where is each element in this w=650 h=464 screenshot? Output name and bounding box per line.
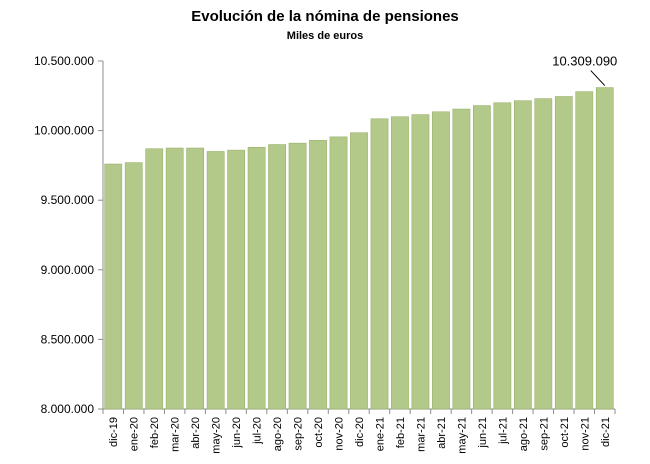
- chart-title: Evolución de la nómina de pensiones: [191, 8, 459, 25]
- bar-ene-20: [124, 162, 143, 410]
- x-axis-ticks: dic-19 ene-20 feb-20 mar-20 abr-20 may-20 jun-…: [102, 409, 616, 454]
- x-tick-label: oct-21: [559, 417, 571, 448]
- x-tick-label: ene-21: [374, 417, 386, 451]
- y-tick-label: 9.500.000: [41, 193, 95, 207]
- bar-jul-21: [493, 102, 512, 410]
- x-tick-label: jun-20: [231, 417, 243, 449]
- bar-mar-20: [165, 147, 184, 410]
- bar-sep-21: [534, 98, 553, 410]
- x-tick-label: may-20: [211, 417, 223, 454]
- bar-feb-21: [391, 116, 409, 410]
- x-tick-label: abr-21: [436, 417, 448, 449]
- y-tick-label: 9.000.000: [41, 263, 95, 277]
- annotation-leader-line: [590, 70, 606, 86]
- y-axis-ticks: 8.000.000 8.500.000 9.000.000 9.500.000 10.0…: [34, 54, 103, 416]
- bar-dic-20: [350, 132, 368, 410]
- bar-oct-21: [554, 96, 573, 410]
- x-tick-label: dic-19: [108, 417, 120, 447]
- bar-may-20: [206, 151, 225, 410]
- x-tick-label: mar-20: [170, 417, 182, 452]
- x-tick-label: dic-21: [600, 417, 612, 447]
- bar-ago-21: [513, 100, 532, 410]
- annotation-label: 10.309.090: [552, 54, 617, 69]
- x-tick-label: ago-20: [272, 417, 284, 451]
- bar-oct-20: [309, 140, 327, 410]
- x-tick-label: sep-20: [293, 417, 305, 451]
- x-tick-label: jul-20: [252, 417, 264, 445]
- bar-jun-20: [227, 149, 245, 410]
- bar-sep-20: [288, 142, 307, 410]
- x-tick-label: oct-20: [313, 417, 325, 448]
- bar-nov-21: [575, 91, 594, 410]
- x-tick-label: sep-21: [538, 417, 550, 451]
- y-tick-label: 10.000.000: [34, 124, 94, 138]
- x-tick-label: dic-20: [354, 417, 366, 447]
- bar-abr-21: [432, 111, 450, 410]
- bar-may-21: [452, 108, 471, 410]
- bars: [104, 87, 614, 410]
- chart-subtitle: Miles de euros: [286, 30, 364, 42]
- bar-jun-21: [473, 105, 491, 410]
- bar-dic-19: [104, 163, 123, 410]
- bar-jul-20: [247, 147, 266, 410]
- y-tick-label: 10.500.000: [34, 54, 94, 68]
- x-tick-label: nov-20: [334, 417, 346, 451]
- bar-feb-20: [145, 148, 164, 410]
- annotation: 10.309.090: [552, 54, 617, 86]
- bar-abr-20: [186, 147, 205, 410]
- bar-dic-21: [595, 87, 614, 410]
- x-tick-label: abr-20: [190, 417, 202, 449]
- bar-nov-20: [329, 136, 348, 410]
- x-tick-label: ago-21: [518, 417, 530, 451]
- x-tick-label: ene-20: [129, 417, 141, 451]
- x-tick-label: feb-20: [149, 417, 161, 448]
- x-tick-label: may-21: [456, 417, 468, 454]
- x-tick-label: jul-21: [497, 417, 509, 445]
- y-tick-label: 8.000.000: [41, 402, 95, 416]
- bar-mar-21: [411, 114, 430, 410]
- x-tick-label: nov-21: [579, 417, 591, 451]
- x-tick-label: feb-21: [395, 417, 407, 448]
- x-tick-label: mar-21: [415, 417, 427, 452]
- x-tick-label: jun-21: [477, 417, 489, 449]
- bar-ago-20: [268, 144, 286, 410]
- bar-ene-21: [370, 118, 389, 410]
- y-tick-label: 8.500.000: [41, 332, 95, 346]
